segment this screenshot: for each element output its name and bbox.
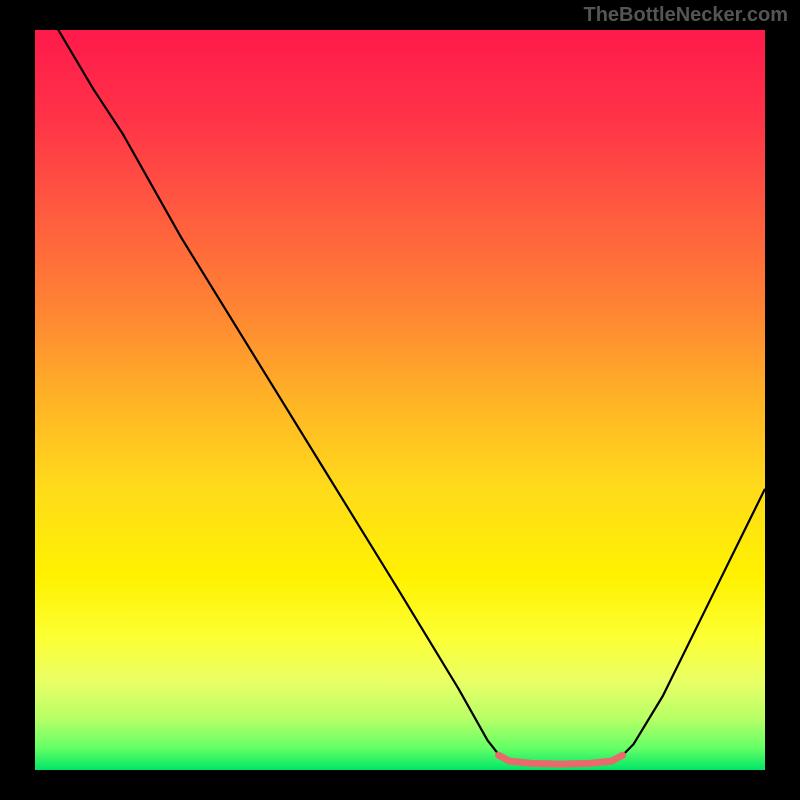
watermark-text: TheBottleNecker.com bbox=[583, 4, 788, 27]
chart-svg bbox=[35, 30, 765, 770]
gradient-background bbox=[35, 30, 765, 770]
chart-plot-area bbox=[35, 30, 765, 770]
